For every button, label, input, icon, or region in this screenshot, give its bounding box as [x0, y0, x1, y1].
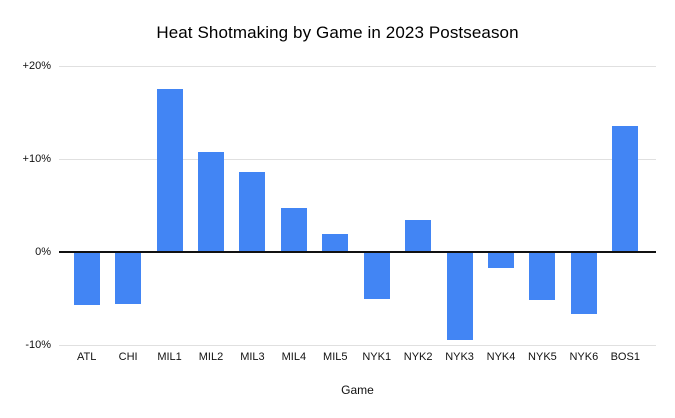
- gridline: [59, 344, 656, 346]
- bar-nyk1: [363, 252, 390, 300]
- chart-title: Heat Shotmaking by Game in 2023 Postseas…: [156, 23, 519, 42]
- plot-area: +20% +10% 0% -10%: [23, 60, 656, 351]
- x-tick-label: NYK2: [403, 351, 433, 363]
- zero-axis-line: [59, 251, 656, 253]
- bar-nyk3: [446, 252, 473, 341]
- bar-mil2: [198, 151, 224, 252]
- y-tick-label: 0%: [35, 246, 51, 258]
- x-tick-label: MIL3: [240, 351, 265, 363]
- bar-nyk5: [529, 252, 556, 301]
- bar-nyk4: [488, 252, 514, 268]
- x-tick-label: NYK3: [445, 351, 474, 363]
- x-tick-label: NYK4: [486, 351, 516, 363]
- gridline: [59, 65, 656, 67]
- x-tick-label: BOS1: [610, 351, 640, 363]
- x-tick-label: MIL4: [281, 351, 307, 363]
- x-tick-label: MIL5: [323, 351, 348, 363]
- bar-bos1: [612, 125, 639, 252]
- x-tick-label: MIL2: [198, 351, 224, 363]
- x-axis-title: Game: [341, 383, 374, 397]
- x-tick-label: NYK1: [362, 351, 392, 363]
- y-tick-label: +20%: [22, 60, 51, 72]
- y-tick-label: +10%: [22, 153, 51, 165]
- x-tick-label: ATL: [77, 351, 97, 363]
- gridline: [59, 158, 656, 160]
- y-tick-label: -10%: [25, 339, 51, 351]
- bar-mil3: [239, 172, 266, 252]
- bar-mil1: [156, 89, 183, 252]
- bar-atl: [73, 252, 100, 305]
- x-tick-label: CHI: [118, 351, 138, 363]
- x-tick-label: MIL1: [157, 351, 182, 363]
- bar-nyk6: [570, 252, 597, 315]
- x-tick-label: NYK6: [569, 351, 599, 363]
- x-tick-label: NYK5: [528, 351, 557, 363]
- bar-mil5: [322, 234, 349, 252]
- bar-chi: [115, 252, 142, 305]
- bar-mil4: [280, 208, 307, 252]
- bar-nyk2: [405, 220, 432, 252]
